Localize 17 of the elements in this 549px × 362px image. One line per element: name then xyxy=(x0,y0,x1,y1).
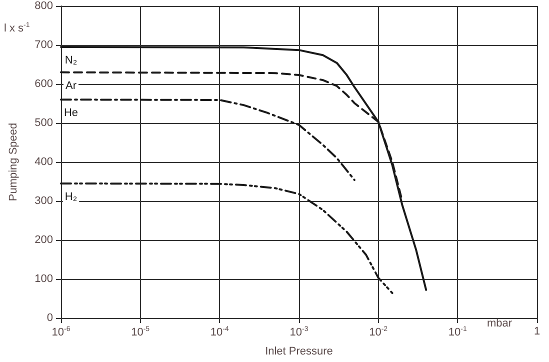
series-label: N₂ xyxy=(64,54,78,66)
annotation: mbar xyxy=(487,318,512,330)
y-tick-label: 800 xyxy=(34,0,53,12)
y-tick-label: 500 xyxy=(34,117,53,129)
y-tick-label: 600 xyxy=(34,78,53,90)
y-tick-label: 100 xyxy=(34,273,53,285)
y-tick-label: 300 xyxy=(34,195,53,207)
y-tick-label: 0 xyxy=(46,312,53,324)
series-label: H₂ xyxy=(64,190,78,203)
y-tick-label: 400 xyxy=(34,156,53,168)
series-label: He xyxy=(64,107,78,120)
x-axis-title: Inlet Pressure xyxy=(265,346,333,358)
x-tick-label: 1 xyxy=(534,326,540,338)
y-tick-label: 700 xyxy=(34,39,53,51)
y-tick-label: 200 xyxy=(34,234,53,246)
y-axis-title: Pumping Speed xyxy=(8,122,20,202)
series-label: Ar xyxy=(66,80,77,92)
